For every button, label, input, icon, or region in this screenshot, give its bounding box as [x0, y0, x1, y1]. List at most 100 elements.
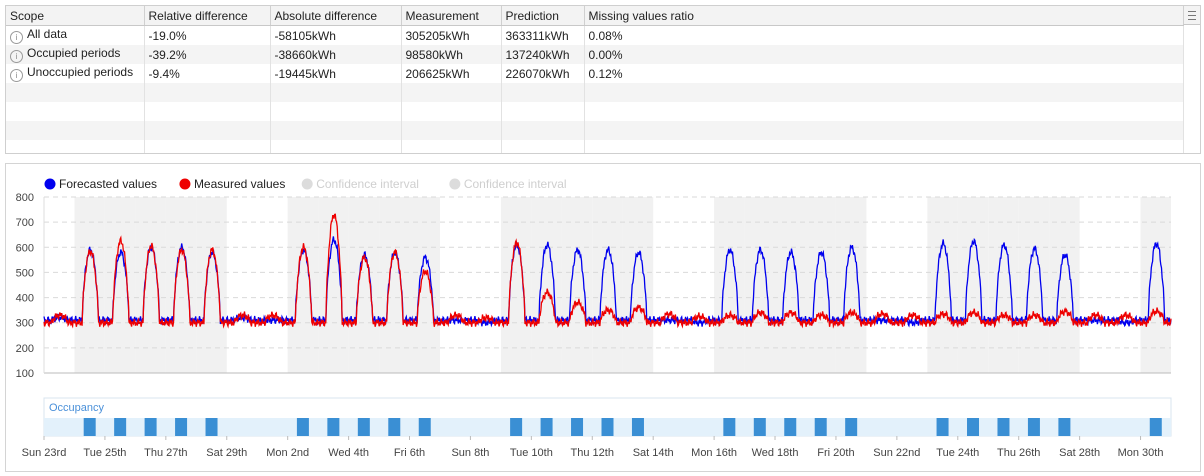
legend-label: Measured values [194, 177, 285, 191]
relative-difference-cell: -39.2% [144, 45, 271, 64]
x-tick-label: Thu 26th [997, 447, 1040, 459]
occupancy-bar [540, 418, 553, 436]
occupancy-bar [601, 418, 614, 436]
y-tick-label: 200 [16, 343, 34, 355]
measurement-cell: 98580kWh [401, 45, 502, 64]
table-row[interactable]: i All data -19.0% -58105kWh 305205kWh 363… [6, 25, 1184, 45]
occupancy-bar [83, 418, 96, 436]
scope-cell: i Occupied periods [6, 45, 145, 64]
weekday-band [409, 197, 440, 373]
info-icon[interactable]: i [10, 50, 23, 63]
prediction-cell: 363311kWh [501, 25, 585, 45]
weekday-band [988, 197, 1019, 373]
weekday-band [531, 197, 562, 373]
occupancy-bar [1149, 418, 1162, 436]
scope-label: All data [27, 27, 68, 41]
occupancy-label: Occupancy [49, 402, 105, 414]
occupancy-bar [1027, 418, 1040, 436]
weekday-band [1049, 197, 1080, 373]
menu-icon[interactable] [1183, 6, 1200, 25]
weekday-band [927, 197, 958, 373]
x-tick-label: Thu 27th [144, 447, 187, 459]
table-header-row: Scope Relative difference Absolute diffe… [6, 6, 1184, 26]
scope-cell: i Unoccupied periods [6, 64, 145, 83]
weekday-band [287, 197, 319, 373]
x-tick-label: Tue 24th [936, 447, 979, 459]
occupancy-bar [936, 418, 949, 436]
legend-marker [44, 178, 56, 190]
weekday-band [561, 197, 593, 373]
scope-label: Occupied periods [27, 46, 121, 60]
weekday-band [74, 197, 105, 373]
y-tick-label: 300 [16, 318, 34, 330]
occupancy-bar [114, 418, 127, 436]
table-row[interactable]: i Occupied periods -39.2% -38660kWh 98580… [6, 45, 1184, 64]
forecast-chart: Forecasted values Measured values Confiden… [16, 177, 1172, 459]
occupancy-bar [327, 418, 340, 436]
occupancy-bar [753, 418, 766, 436]
occupancy-bar [175, 418, 188, 436]
x-tick-label: Wed 18th [752, 447, 799, 459]
occupancy-bar [510, 418, 523, 436]
missing-ratio-cell: 0.08% [584, 25, 1184, 45]
x-tick-label: Tue 10th [510, 447, 553, 459]
weekday-band [744, 197, 776, 373]
occupancy-bar [296, 418, 309, 436]
occupancy-bar [205, 418, 218, 436]
weekday-band [1140, 197, 1171, 373]
series-line-measured [43, 213, 1172, 329]
occupancy-bar [845, 418, 858, 436]
occupancy-bar [357, 418, 370, 436]
info-icon[interactable]: i [10, 69, 23, 82]
occupancy-bar [571, 418, 584, 436]
column-header-measurement[interactable]: Measurement [401, 6, 502, 26]
weekday-band [165, 197, 197, 373]
weekday-band [957, 197, 989, 373]
weekday-band [835, 197, 867, 373]
column-header-prediction[interactable]: Prediction [501, 6, 585, 26]
legend-item[interactable]: Confidence interval [449, 177, 567, 191]
weekday-band [714, 197, 745, 373]
weekday-band [500, 197, 532, 373]
x-tick-label: Sat 29th [206, 447, 247, 459]
table-row[interactable]: i Unoccupied periods -9.4% -19445kWh 2066… [6, 64, 1184, 83]
x-tick-label: Tue 25th [83, 447, 126, 459]
y-tick-label: 500 [16, 267, 34, 279]
legend-item[interactable]: Measured values [179, 177, 285, 191]
x-tick-label: Thu 12th [571, 447, 614, 459]
info-icon[interactable]: i [10, 31, 23, 44]
scope-label: Unoccupied periods [27, 65, 134, 79]
legend-marker [179, 178, 191, 190]
results-table: Scope Relative difference Absolute diffe… [6, 6, 1184, 153]
occupancy-bar [997, 418, 1010, 436]
column-header-relative-difference[interactable]: Relative difference [144, 6, 271, 26]
weekday-band [379, 197, 410, 373]
weekday-band [1018, 197, 1050, 373]
legend-item[interactable]: Confidence interval [301, 177, 419, 191]
legend-marker [449, 178, 461, 190]
legend-label: Confidence interval [316, 177, 419, 191]
prediction-cell: 226070kWh [501, 64, 585, 83]
measurement-cell: 206625kWh [401, 64, 502, 83]
scope-cell: i All data [6, 25, 145, 45]
relative-difference-cell: -9.4% [144, 64, 271, 83]
absolute-difference-cell: -19445kWh [270, 64, 402, 83]
prediction-cell: 137240kWh [501, 45, 585, 64]
legend-item[interactable]: Forecasted values [44, 177, 158, 191]
y-tick-label: 800 [16, 192, 34, 204]
legend-label: Forecasted values [59, 177, 157, 191]
y-tick-label: 600 [16, 242, 34, 254]
column-header-scope[interactable]: Scope [6, 6, 145, 26]
empty-row [6, 83, 1184, 102]
occupancy-bar [723, 418, 736, 436]
x-tick-label: Sat 14th [633, 447, 674, 459]
legend-label: Confidence interval [464, 177, 567, 191]
x-tick-label: Mon 30th [1118, 447, 1164, 459]
occupancy-bar [388, 418, 401, 436]
occupancy-bar [784, 418, 797, 436]
column-header-missing-values-ratio[interactable]: Missing values ratio [584, 6, 1184, 26]
column-header-absolute-difference[interactable]: Absolute difference [270, 6, 402, 26]
weekday-band [135, 197, 166, 373]
occupancy-bar [631, 418, 644, 436]
relative-difference-cell: -19.0% [144, 25, 271, 45]
